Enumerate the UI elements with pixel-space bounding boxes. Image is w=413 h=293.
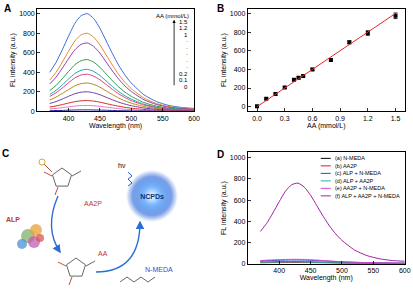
svg-text:A: A (4, 3, 11, 14)
svg-text:D: D (217, 149, 224, 160)
svg-text:1.2: 1.2 (363, 115, 373, 122)
svg-text:0.0: 0.0 (252, 115, 262, 122)
svg-text:0.6: 0.6 (308, 115, 318, 122)
svg-text:0.2: 0.2 (179, 71, 188, 77)
svg-text:600: 600 (188, 115, 200, 122)
svg-text:550: 550 (157, 115, 169, 122)
svg-text:0: 0 (241, 260, 245, 267)
svg-text:B: B (217, 3, 224, 14)
svg-text:600: 600 (399, 267, 411, 274)
svg-text:450: 450 (305, 267, 317, 274)
svg-text:FL intensity (a.u.): FL intensity (a.u.) (9, 33, 17, 87)
svg-text:0.9: 0.9 (335, 115, 345, 122)
svg-text:0: 0 (31, 108, 35, 115)
svg-text:Wavelength (nm): Wavelength (nm) (89, 122, 142, 130)
svg-text:Wavelength (nm): Wavelength (nm) (300, 274, 353, 282)
svg-text:400: 400 (63, 115, 75, 122)
svg-text:·: · (186, 64, 188, 70)
svg-text:(c) ALP + N-MEDA: (c) ALP + N-MEDA (335, 170, 381, 176)
svg-text:800: 800 (23, 30, 35, 37)
svg-text:600: 600 (234, 47, 246, 54)
svg-text:·: · (186, 45, 188, 51)
svg-text:1.5: 1.5 (179, 19, 188, 25)
svg-text:400: 400 (23, 69, 35, 76)
svg-text:NCPDs: NCPDs (140, 193, 164, 200)
svg-text:600: 600 (23, 49, 35, 56)
svg-text:1000: 1000 (19, 10, 35, 17)
svg-text:800: 800 (234, 29, 246, 36)
svg-text:800: 800 (234, 175, 246, 182)
svg-text:200: 200 (23, 88, 35, 95)
svg-text:(e) AA2P + N-MEDA: (e) AA2P + N-MEDA (335, 185, 385, 191)
svg-text:0: 0 (184, 84, 188, 90)
svg-text:400: 400 (234, 218, 246, 225)
svg-text:(d) ALP + AA2P: (d) ALP + AA2P (335, 178, 374, 184)
svg-text:200: 200 (234, 84, 246, 91)
svg-text:200: 200 (234, 239, 246, 246)
svg-text:0: 0 (241, 103, 245, 110)
svg-text:500: 500 (125, 115, 137, 122)
svg-text:C: C (2, 148, 9, 159)
svg-text:·: · (186, 38, 188, 44)
svg-text:FL intensity (a.u.): FL intensity (a.u.) (220, 33, 228, 87)
svg-text:0.1: 0.1 (179, 77, 188, 83)
svg-text:FL intensity (a.u.): FL intensity (a.u.) (220, 181, 228, 235)
svg-text:AA2P: AA2P (84, 200, 102, 207)
svg-text:550: 550 (368, 267, 380, 274)
svg-text:0.3: 0.3 (280, 115, 290, 122)
svg-text:1.5: 1.5 (391, 115, 401, 122)
svg-text:400: 400 (273, 267, 285, 274)
svg-text:·: · (186, 51, 188, 57)
svg-text:400: 400 (234, 66, 246, 73)
svg-text:(a) N-MEDA: (a) N-MEDA (335, 155, 365, 161)
svg-text:1000: 1000 (230, 154, 246, 161)
svg-text:AA (mmol/L): AA (mmol/L) (307, 122, 346, 130)
svg-text:1.2: 1.2 (179, 25, 188, 31)
svg-text:500: 500 (336, 267, 348, 274)
svg-text:1000: 1000 (230, 10, 246, 17)
svg-text:AA: AA (98, 250, 108, 257)
svg-text:·: · (186, 58, 188, 64)
svg-text:hν: hν (118, 162, 126, 169)
svg-text:ALP: ALP (6, 216, 20, 223)
svg-text:(f) ALP + AA2P + N-MEDA: (f) ALP + AA2P + N-MEDA (335, 193, 400, 199)
svg-text:(b) AA2P: (b) AA2P (335, 163, 357, 169)
svg-text:N-MEDA: N-MEDA (145, 266, 173, 273)
svg-text:AA (mmol/L): AA (mmol/L) (156, 13, 189, 19)
svg-text:450: 450 (94, 115, 106, 122)
svg-text:600: 600 (234, 197, 246, 204)
svg-text:1: 1 (184, 32, 188, 38)
